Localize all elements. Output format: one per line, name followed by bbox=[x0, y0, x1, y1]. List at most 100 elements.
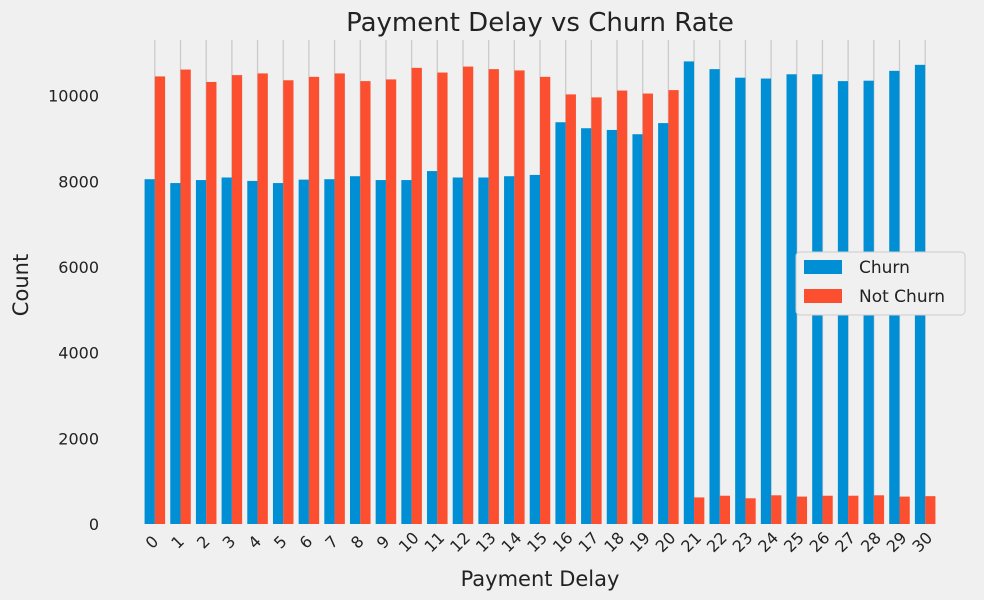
bar-not-churn-2 bbox=[206, 81, 217, 524]
y-tick-labels: 0 2000 4000 6000 8000 10000 bbox=[48, 87, 99, 534]
bar-not-churn-9 bbox=[385, 79, 397, 524]
x-tick-label: 7 bbox=[321, 532, 342, 553]
x-tick-label: 18 bbox=[600, 528, 628, 556]
bar-churn-19 bbox=[632, 134, 643, 525]
x-tick-label: 28 bbox=[857, 528, 885, 556]
legend-swatch-not-churn bbox=[804, 289, 842, 303]
bar-not-churn-1 bbox=[180, 69, 191, 525]
y-tick-label: 8000 bbox=[58, 172, 99, 191]
x-tick-label: 14 bbox=[498, 528, 526, 556]
x-tick-label: 1 bbox=[167, 532, 188, 553]
bar-churn-13 bbox=[478, 177, 489, 525]
bar-not-churn-4 bbox=[257, 73, 268, 524]
x-tick-label: 21 bbox=[677, 528, 705, 556]
bar-not-churn-27 bbox=[848, 495, 859, 524]
bar-churn-20 bbox=[658, 123, 669, 524]
bar-churn-23 bbox=[735, 77, 746, 524]
bar-churn-18 bbox=[606, 129, 618, 524]
x-tick-label: 20 bbox=[652, 528, 680, 556]
bar-not-churn-7 bbox=[334, 73, 345, 524]
bar-not-churn-12 bbox=[462, 66, 474, 524]
bar-not-churn-8 bbox=[360, 81, 371, 525]
bar-not-churn-6 bbox=[308, 76, 320, 524]
bar-not-churn-24 bbox=[771, 495, 782, 524]
bar-churn-0 bbox=[144, 179, 155, 524]
bar-churn-16 bbox=[555, 122, 566, 525]
bar-churn-1 bbox=[170, 183, 181, 524]
x-tick-label: 9 bbox=[373, 532, 394, 553]
x-tick-label: 8 bbox=[347, 532, 368, 553]
bar-churn-2 bbox=[195, 180, 207, 524]
bar-not-churn-30 bbox=[925, 496, 936, 524]
legend-label-not-churn: Not Churn bbox=[859, 287, 945, 307]
bar-not-churn-25 bbox=[796, 496, 808, 524]
x-tick-labels: 0 1 2 3 4 5 6 7 8 9 101112131415161718192021222324… bbox=[142, 528, 937, 556]
x-tick-label: 10 bbox=[395, 528, 423, 556]
bar-churn-7 bbox=[324, 179, 335, 524]
x-tick-label: 15 bbox=[523, 528, 551, 556]
bar-not-churn-11 bbox=[437, 72, 448, 525]
bar-not-churn-22 bbox=[719, 495, 731, 524]
bar-churn-6 bbox=[298, 179, 309, 524]
y-tick-label: 4000 bbox=[58, 344, 99, 363]
legend: Churn Not Churn bbox=[795, 251, 966, 316]
chart-title: Payment Delay vs Churn Rate bbox=[346, 8, 734, 38]
bar-not-churn-28 bbox=[873, 495, 885, 524]
x-tick-label: 4 bbox=[244, 532, 265, 553]
x-tick-label: 6 bbox=[296, 532, 317, 553]
x-tick-label: 27 bbox=[831, 528, 859, 556]
bar-not-churn-10 bbox=[411, 67, 422, 524]
x-tick-label: 5 bbox=[270, 532, 291, 553]
bar-churn-10 bbox=[401, 180, 412, 524]
bar-churn-9 bbox=[375, 180, 386, 524]
bar-not-churn-20 bbox=[668, 90, 679, 525]
legend-swatch-churn bbox=[804, 260, 842, 274]
y-tick-label: 10000 bbox=[48, 87, 99, 106]
bar-not-churn-21 bbox=[694, 497, 705, 524]
bar-not-churn-26 bbox=[822, 495, 833, 524]
x-tick-label: 23 bbox=[729, 528, 757, 556]
bar-not-churn-19 bbox=[642, 93, 653, 524]
bar-not-churn-13 bbox=[488, 69, 499, 524]
bar-churn-5 bbox=[272, 183, 284, 524]
bar-churn-14 bbox=[504, 176, 515, 524]
bar-not-churn-3 bbox=[231, 75, 243, 525]
x-tick-label: 2 bbox=[193, 532, 214, 553]
bar-churn-21 bbox=[683, 61, 695, 525]
bar-not-churn-16 bbox=[565, 94, 576, 525]
y-tick-label: 0 bbox=[89, 515, 99, 534]
bar-not-churn-5 bbox=[283, 80, 294, 524]
x-tick-label: 13 bbox=[472, 528, 500, 556]
x-tick-label: 16 bbox=[549, 528, 577, 556]
legend-label-churn: Churn bbox=[859, 258, 910, 278]
bar-not-churn-18 bbox=[617, 90, 628, 524]
bar-not-churn-15 bbox=[540, 76, 551, 524]
x-tick-label: 12 bbox=[446, 528, 474, 556]
bar-not-churn-0 bbox=[154, 76, 166, 524]
x-tick-label: 24 bbox=[754, 528, 782, 556]
x-tick-label: 29 bbox=[883, 528, 911, 556]
x-tick-label: 22 bbox=[703, 528, 731, 556]
x-tick-label: 19 bbox=[626, 528, 654, 556]
bar-churn-12 bbox=[452, 177, 463, 525]
bar-not-churn-23 bbox=[745, 498, 756, 524]
y-tick-label: 2000 bbox=[58, 429, 99, 448]
bar-churn-4 bbox=[247, 180, 258, 525]
bar-churn-24 bbox=[760, 78, 772, 525]
x-axis-label: Payment Delay bbox=[461, 567, 620, 591]
x-tick-label: 30 bbox=[908, 528, 936, 556]
x-tick-label: 17 bbox=[575, 528, 603, 556]
bar-not-churn-14 bbox=[514, 70, 525, 524]
bar-churn-25 bbox=[786, 74, 797, 525]
bar-churn-3 bbox=[221, 177, 232, 525]
bar-not-churn-17 bbox=[591, 97, 602, 524]
x-tick-label: 25 bbox=[780, 528, 808, 556]
y-tick-label: 6000 bbox=[58, 258, 99, 277]
x-tick-label: 26 bbox=[806, 528, 834, 556]
bar-churn-8 bbox=[349, 176, 361, 524]
bar-churn-22 bbox=[709, 69, 720, 524]
y-axis-label: Count bbox=[9, 254, 33, 316]
bar-churn-15 bbox=[529, 174, 540, 525]
x-tick-label: 3 bbox=[219, 532, 240, 553]
